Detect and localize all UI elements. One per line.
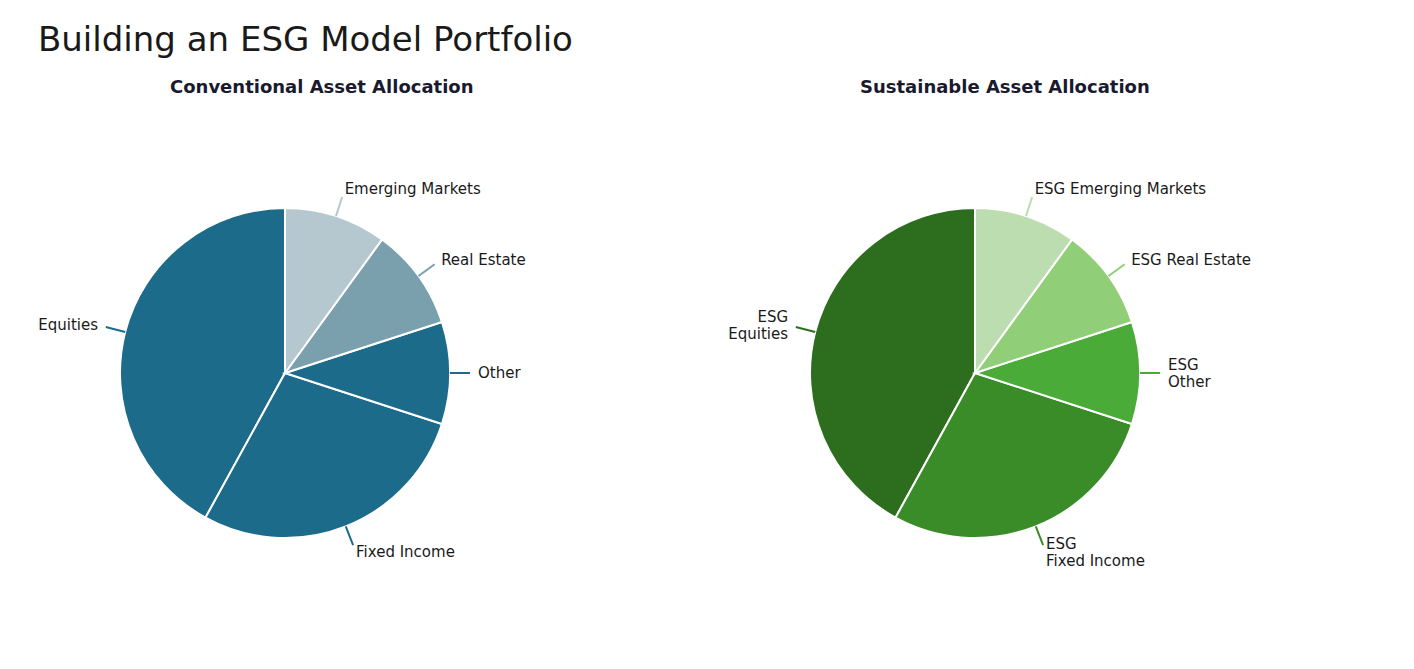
svg-text:ESGEquities: ESGEquities [728, 308, 788, 343]
html-text:Building an ESG Model Portfoli: Building an ESG Model Portfolio [38, 19, 573, 59]
svg-text:ESG Emerging Markets: ESG Emerging Markets [1035, 180, 1207, 198]
svg-text:ESG Real Estate: ESG Real Estate [1131, 251, 1251, 269]
html-text:Sustainable Asset Allocation: Sustainable Asset Allocation [860, 76, 1150, 97]
svg-text:Other: Other [478, 364, 521, 382]
html-text:Conventional Asset Allocation: Conventional Asset Allocation [170, 76, 474, 97]
svg-text:ESGOther: ESGOther [1168, 356, 1211, 391]
svg-text:Fixed Income: Fixed Income [356, 543, 455, 561]
svg-text:Real Estate: Real Estate [441, 251, 526, 269]
svg-text:ESGFixed Income: ESGFixed Income [1046, 535, 1145, 570]
svg-text:Emerging Markets: Emerging Markets [345, 180, 481, 198]
svg-text:Equities: Equities [38, 316, 98, 334]
